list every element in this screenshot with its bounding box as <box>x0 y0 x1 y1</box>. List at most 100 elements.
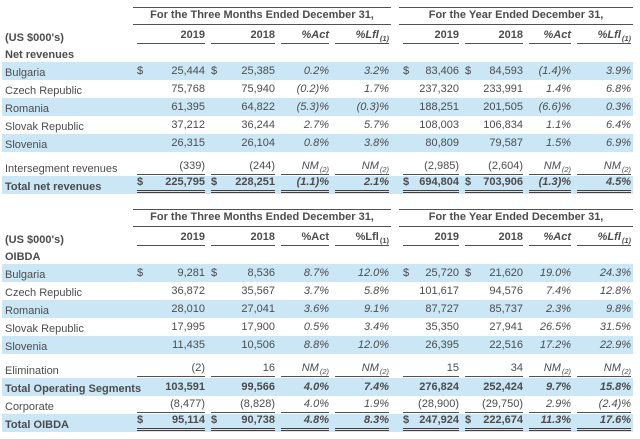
cell-q4-2019: (2) <box>133 354 207 378</box>
cell-fy-lfl: NM (2) <box>573 354 633 378</box>
row-label: Intersegment revenues <box>5 163 118 175</box>
year-label: 2018 <box>250 231 275 243</box>
value: 80,809 <box>425 137 460 149</box>
dollar-sign: $ <box>403 176 410 188</box>
value: 25,720 <box>425 267 460 279</box>
dollar-sign: $ <box>211 65 218 77</box>
pct-value: 6.9% <box>605 137 632 149</box>
pct-value: (5.3)% <box>296 101 329 113</box>
cell-fy-lfl: 31.5% <box>573 318 633 336</box>
row-label: Romania <box>2 98 133 116</box>
cell-q4-2019: 26,315 <box>133 134 207 152</box>
header-q4-2018: 2018 <box>207 227 277 247</box>
pct-act-label: %Act <box>543 29 572 41</box>
pct-value: NM <box>361 160 379 172</box>
year-label: 2019 <box>180 231 205 243</box>
pct-value: 8.8% <box>303 339 329 351</box>
column-gap <box>391 414 400 432</box>
year-label: 2019 <box>434 29 460 41</box>
cell-fy-2018: 201,505 <box>461 98 526 116</box>
value: 17,900 <box>241 321 275 333</box>
pct-value: (1.1)% <box>296 176 329 188</box>
column-gap <box>391 282 399 300</box>
cell-q4-act: 8.7% <box>277 264 331 282</box>
pct-value: NM <box>301 362 319 374</box>
row-label: Bulgaria <box>2 264 133 282</box>
pct-value: (0.2)% <box>296 83 329 95</box>
value: 9,281 <box>177 267 205 279</box>
value: 85,737 <box>489 303 524 315</box>
table-row: Slovenia 26,315 26,104 0.8% 3.8% 80,809 … <box>2 134 634 152</box>
dollar-sign: $ <box>403 414 410 426</box>
value: 11,435 <box>172 339 205 351</box>
cell-fy-2019: 87,727 <box>399 300 462 318</box>
cell-fy-lfl: 17.6% <box>573 414 634 432</box>
value: 28,010 <box>171 303 205 315</box>
column-gap <box>391 264 400 282</box>
cell-fy-act: 1.4% <box>525 80 573 98</box>
cell-fy-lfl: 3.9% <box>573 62 634 80</box>
cell-q4-lfl: NM (2) <box>331 354 391 378</box>
cell-fy-2019: 35,350 <box>399 318 461 336</box>
footnote-sup: (1) <box>621 235 632 245</box>
cell-q4-2018: 26,104 <box>207 134 277 152</box>
row-label: Corporate <box>5 401 54 413</box>
cell-fy-2018: 233,991 <box>461 80 525 98</box>
cell-q4-act: NM (2) <box>277 354 331 378</box>
value: 17,995 <box>171 321 205 333</box>
cell-fy-2019: $25,720 <box>399 264 462 282</box>
header-fy-act: %Act <box>525 25 573 45</box>
group-title: For the Year Ended December 31, <box>399 7 634 25</box>
cell-fy-act: 1.5% <box>525 134 574 152</box>
cell-fy-act: (1.4)% <box>525 62 574 80</box>
cell-fy-act: 2.3% <box>525 300 574 318</box>
cell-fy-2018: 22,516 <box>461 336 526 354</box>
column-gap <box>391 25 399 45</box>
value: 228,251 <box>235 176 275 188</box>
section-title: OIBDA <box>5 251 41 263</box>
value: 25,444 <box>171 65 205 77</box>
value: 22,516 <box>489 339 524 351</box>
value: 247,924 <box>419 414 460 426</box>
cell-q4-2019: 61,395 <box>133 98 207 116</box>
cell-fy-2018: 94,576 <box>461 282 525 300</box>
pct-value: 15.8% <box>599 381 632 393</box>
value: 27,041 <box>241 303 275 315</box>
value: 225,795 <box>165 176 205 188</box>
value: (339) <box>179 160 205 172</box>
footnote-sup: (2) <box>621 366 632 376</box>
cell-fy-2018: 34 <box>461 354 525 378</box>
column-gap <box>391 300 400 318</box>
value: 108,003 <box>419 119 460 131</box>
cell-q4-2019: 103,591 <box>133 378 207 396</box>
cell-q4-2019: $25,444 <box>133 62 207 80</box>
cell-fy-lfl: 24.3% <box>573 264 634 282</box>
pct-value: 1.7% <box>363 83 390 95</box>
row-label: Total net revenues <box>2 176 133 194</box>
pct-value: 26.5% <box>539 321 572 333</box>
cell-q4-act: 0.2% <box>277 62 331 80</box>
cell-fy-2018: $222,674 <box>461 414 526 432</box>
column-gap <box>391 80 399 98</box>
value: 106,834 <box>483 119 524 131</box>
value: 34 <box>510 362 524 374</box>
value: 8,536 <box>247 267 275 279</box>
pct-value: 11.3% <box>540 414 572 426</box>
value: 188,251 <box>419 101 460 113</box>
header-q4-lfl: %Lfl (1) <box>331 25 391 45</box>
header-fy-2018: 2018 <box>461 25 525 45</box>
dollar-sign: $ <box>211 267 218 279</box>
column-gap <box>391 152 399 176</box>
value: 87,727 <box>425 303 460 315</box>
group-header-fy: For the Year Ended December 31, <box>399 7 634 25</box>
cell-q4-lfl: 8.3% <box>331 414 392 432</box>
value: 94,576 <box>489 285 524 297</box>
column-header-row: (US $000's) 2019 2018 %Act %Lfl (1) 2019 … <box>2 227 633 247</box>
pct-value: NM <box>543 362 561 374</box>
pct-value: 12.0% <box>357 267 390 279</box>
cell-q4-2018: $90,738 <box>207 414 277 432</box>
row-label: Czech Republic <box>5 287 83 299</box>
pct-value: 31.5% <box>599 321 632 333</box>
subtotal-row: Total Operating Segments 103,591 99,566 … <box>2 378 634 396</box>
cell-q4-2019: 28,010 <box>133 300 207 318</box>
